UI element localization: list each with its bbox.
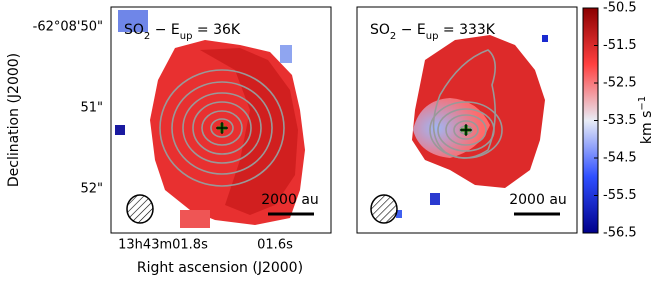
contour xyxy=(445,114,487,146)
contour xyxy=(192,101,252,155)
velocity-map xyxy=(280,45,292,63)
y-axis-label: Declination (J2000) xyxy=(6,53,22,187)
y-tick-label: -62°08'50" xyxy=(33,20,103,35)
contour xyxy=(210,118,234,138)
label-part: = 36K xyxy=(192,22,240,38)
panel-2: 2000 au SO2 − Eup = 333K xyxy=(356,6,578,234)
label-part: 2 xyxy=(390,31,396,42)
velocity-map xyxy=(180,210,210,228)
velocity-map xyxy=(200,48,298,215)
colorbar-tick-label: -56.5 xyxy=(603,226,637,241)
panel-label: SO2 − Eup = 333K xyxy=(370,22,496,42)
velocity-map xyxy=(396,210,402,218)
label-part: up xyxy=(180,31,193,42)
contour xyxy=(182,92,262,164)
source-marker xyxy=(460,124,472,136)
beam xyxy=(126,194,154,224)
label-part: − E xyxy=(396,22,425,38)
x-axis-label: Right ascension (J2000) xyxy=(137,260,303,276)
beam xyxy=(370,194,398,224)
velocity-map xyxy=(430,193,440,205)
source-marker xyxy=(216,122,228,134)
contour xyxy=(437,108,495,152)
velocity-map xyxy=(542,35,548,42)
colorbar-tick-label: -51.5 xyxy=(603,38,637,53)
contour xyxy=(171,81,273,175)
label-part: SO xyxy=(370,22,390,38)
y-tick-label: 52" xyxy=(80,182,103,197)
colorbar-tick-label: -53.5 xyxy=(603,113,637,128)
velocity-map xyxy=(118,10,148,32)
panel-label: SO2 − Eup = 36K xyxy=(124,22,241,42)
label-part: − E xyxy=(150,22,179,38)
label-part: −1 xyxy=(637,96,648,111)
contour xyxy=(429,101,503,159)
colorbar-tick-label: -54.5 xyxy=(603,151,637,166)
y-tick-label: 51" xyxy=(80,101,103,116)
colorbar-tick-label: -55.5 xyxy=(603,188,637,203)
label-part: km s xyxy=(639,111,655,145)
colorbar-tick-label: -52.5 xyxy=(603,76,637,91)
x-tick-label: 13h43m01.8s xyxy=(118,238,208,253)
label-part: up xyxy=(426,31,439,42)
label-part: 2 xyxy=(144,31,150,42)
colorbar-tick-label: -50.5 xyxy=(603,1,637,16)
velocity-map xyxy=(115,125,125,135)
velocity-map xyxy=(413,98,490,158)
contours xyxy=(429,49,503,159)
scale-bar-label: 2000 au xyxy=(261,192,319,208)
contour xyxy=(432,49,496,159)
scale-bar-label: 2000 au xyxy=(509,192,567,208)
contour xyxy=(159,69,285,187)
contour xyxy=(453,120,479,140)
x-tick-label: 01.6s xyxy=(257,238,293,253)
colorbar-ticks: -50.5 -51.5 -52.5 -53.5 -54.5 -55.5 -56.5 xyxy=(594,1,637,241)
colorbar-label: km s−1 xyxy=(637,96,656,144)
contours xyxy=(159,69,285,187)
label-part: = 333K xyxy=(438,22,495,38)
contour xyxy=(201,110,243,146)
panel-1: 2000 au SO2 − Eup = 36K xyxy=(110,6,332,234)
label-part: SO xyxy=(124,22,144,38)
